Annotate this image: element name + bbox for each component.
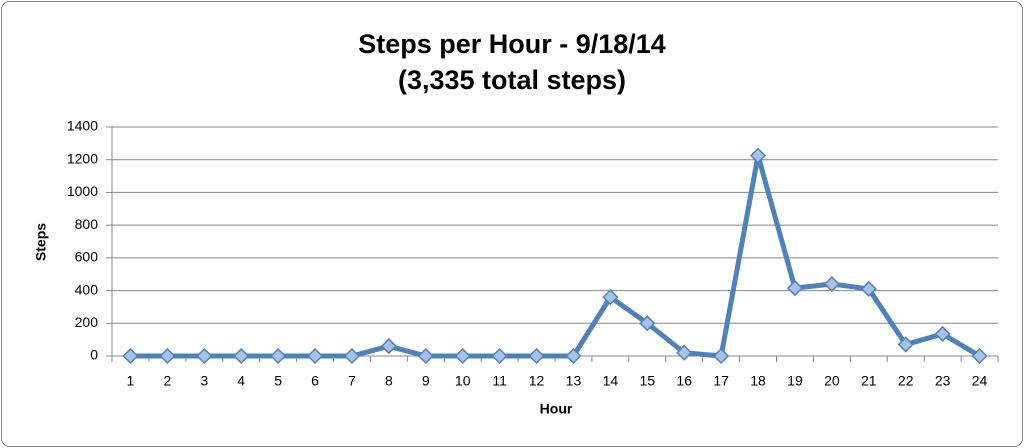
x-tick-label: 9 <box>422 373 430 389</box>
x-tick-label: 13 <box>566 373 582 389</box>
data-point <box>786 280 804 297</box>
data-point <box>343 347 361 365</box>
data-point <box>823 275 840 293</box>
data-point <box>233 347 250 365</box>
x-tick-label: 21 <box>861 373 877 389</box>
data-point <box>270 347 287 365</box>
data-point <box>749 147 767 164</box>
y-tick-label: 1400 <box>67 118 98 134</box>
y-tick-label: 400 <box>75 281 99 297</box>
x-tick-label: 22 <box>898 373 914 389</box>
data-point <box>491 347 508 365</box>
x-tick-label: 8 <box>385 373 393 389</box>
data-point <box>602 289 619 306</box>
data-point <box>454 347 471 365</box>
data-point <box>713 347 730 365</box>
x-tick-label: 23 <box>935 373 951 389</box>
data-point <box>676 344 693 361</box>
data-point <box>934 325 951 342</box>
x-tick-label: 11 <box>492 373 507 389</box>
x-tick-label: 12 <box>529 373 545 389</box>
data-point <box>196 347 213 365</box>
y-axis-title: Steps <box>33 223 49 261</box>
x-tick-label: 1 <box>127 373 135 389</box>
x-tick-label: 16 <box>676 373 692 389</box>
data-point <box>417 347 434 365</box>
x-tick-label: 14 <box>603 373 619 389</box>
data-point <box>971 347 988 365</box>
y-tick-label: 600 <box>75 249 99 265</box>
data-point <box>159 347 176 365</box>
x-tick-label: 19 <box>787 373 803 389</box>
y-tick-label: 1000 <box>67 183 98 199</box>
data-point <box>565 347 582 365</box>
y-tick-label: 1200 <box>67 150 98 166</box>
x-tick-label: 5 <box>274 373 282 389</box>
x-axis-title: Hour <box>540 401 573 417</box>
x-tick-label: 7 <box>348 373 356 389</box>
x-tick-label: 2 <box>163 373 171 389</box>
chart-title: Steps per Hour - 9/18/14 <box>358 29 666 59</box>
data-point <box>380 338 397 355</box>
data-point <box>860 280 877 297</box>
x-tick-label: 20 <box>824 373 840 389</box>
x-tick-label: 3 <box>200 373 208 389</box>
data-point <box>639 315 656 332</box>
x-tick-label: 15 <box>640 373 656 389</box>
x-tick-label: 17 <box>713 373 729 389</box>
data-point <box>528 347 545 365</box>
y-tick-label: 200 <box>75 314 99 330</box>
chart-subtitle: (3,335 total steps) <box>398 65 626 95</box>
y-tick-label: 0 <box>90 347 98 363</box>
y-tick-label: 800 <box>75 216 99 232</box>
data-point <box>306 347 324 365</box>
x-tick-label: 18 <box>750 373 766 389</box>
x-tick-label: 4 <box>237 373 245 389</box>
data-point <box>897 336 914 353</box>
x-tick-label: 10 <box>455 373 471 389</box>
x-tick-label: 6 <box>311 373 319 389</box>
data-point <box>122 347 139 365</box>
x-tick-label: 24 <box>972 373 988 389</box>
